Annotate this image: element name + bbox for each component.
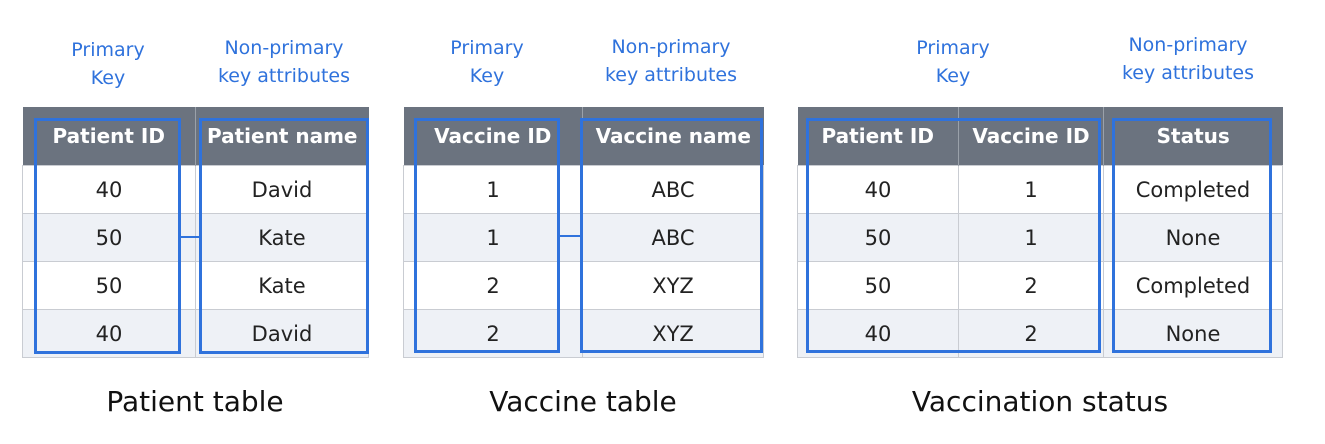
table-cell: 50 xyxy=(22,213,196,262)
table-row: 40 1 Completed xyxy=(797,165,1283,214)
table-cell: ABC xyxy=(582,213,764,262)
table-row: 50 1 None xyxy=(797,213,1283,262)
highlight-connector xyxy=(181,236,199,238)
table-cell: 40 xyxy=(22,165,196,214)
vaccine-table: Vaccine ID Vaccine name 1 ABC 1 ABC 2 XYZ 2… xyxy=(403,107,764,358)
table-cell: XYZ xyxy=(582,261,764,310)
table-cell: 1 xyxy=(403,213,583,262)
table-row: 40 2 None xyxy=(797,309,1283,358)
vaccination-status-table: Patient ID Vaccine ID Status 40 1 Complete… xyxy=(797,107,1283,358)
table-cell: 40 xyxy=(797,165,959,214)
primary-key-label: Primary Key xyxy=(450,37,524,87)
table-row: 2 XYZ xyxy=(403,309,764,358)
non-primary-key-label: Non-primary key attributes xyxy=(217,37,351,87)
table-cell: 2 xyxy=(958,261,1104,310)
table-row: 2 XYZ xyxy=(403,261,764,310)
table-cell: 2 xyxy=(958,309,1104,358)
table-cell: David xyxy=(195,309,369,358)
table-cell: Completed xyxy=(1103,165,1283,214)
vaccine-table-group: Primary Key Non-primary key attributes V… xyxy=(403,36,764,418)
table-cell: 50 xyxy=(22,261,196,310)
table-caption: Patient table xyxy=(106,385,284,418)
table-cell: ABC xyxy=(582,165,764,214)
table-row: 50 Kate xyxy=(22,261,369,310)
non-primary-key-label: Non-primary key attributes xyxy=(1121,34,1255,84)
table-cell: 2 xyxy=(403,309,583,358)
table-cell: None xyxy=(1103,213,1283,262)
table-cell: 1 xyxy=(403,165,583,214)
primary-key-label: Primary Key xyxy=(916,37,990,87)
table-row: 50 Kate xyxy=(22,213,369,262)
highlight-connector xyxy=(560,235,580,237)
col-header: Patient name xyxy=(195,107,369,166)
non-primary-key-label: Non-primary key attributes xyxy=(604,36,738,86)
table-cell: 40 xyxy=(22,309,196,358)
table-cell: None xyxy=(1103,309,1283,358)
patient-table: Patient ID Patient name 40 David 50 Kate 5… xyxy=(22,107,369,358)
table-caption: Vaccination status xyxy=(911,385,1169,418)
col-header: Patient ID xyxy=(22,107,196,166)
table-row: 40 David xyxy=(22,165,369,214)
table-cell: XYZ xyxy=(582,309,764,358)
table-caption: Vaccine table xyxy=(489,385,677,418)
col-header: Vaccine ID xyxy=(403,107,583,166)
table-cell: 1 xyxy=(958,165,1104,214)
col-header: Status xyxy=(1103,107,1283,166)
table-cell: 40 xyxy=(797,309,959,358)
table-cell: 2 xyxy=(403,261,583,310)
table-cell: 1 xyxy=(958,213,1104,262)
primary-key-label: Primary Key xyxy=(71,39,145,89)
table-row: 1 ABC xyxy=(403,213,764,262)
col-header: Patient ID xyxy=(797,107,959,166)
col-header: Vaccine ID xyxy=(958,107,1104,166)
col-header: Vaccine name xyxy=(582,107,764,166)
table-row: 40 David xyxy=(22,309,369,358)
table-row: 1 ABC xyxy=(403,165,764,214)
patient-table-group: Primary Key Non-primary key attributes P… xyxy=(0,0,400,444)
table-cell: 50 xyxy=(797,261,959,310)
table-row: 50 2 Completed xyxy=(797,261,1283,310)
table-cell: Completed xyxy=(1103,261,1283,310)
table-cell: Kate xyxy=(195,213,369,262)
table-cell: David xyxy=(195,165,369,214)
table-cell: Kate xyxy=(195,261,369,310)
table-cell: 50 xyxy=(797,213,959,262)
